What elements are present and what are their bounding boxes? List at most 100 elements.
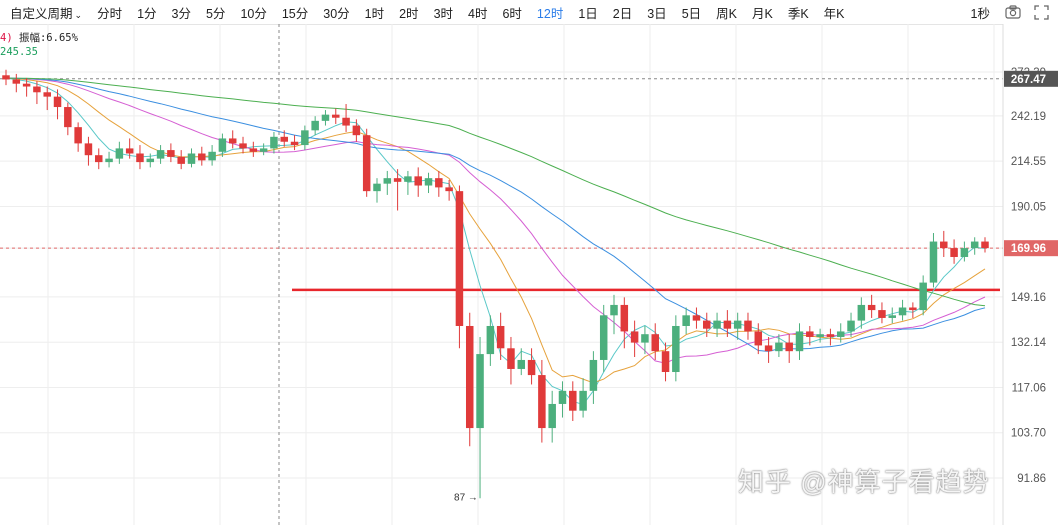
low-price-annotation: 87 → <box>454 492 478 503</box>
candle-body <box>270 136 278 149</box>
tf-12h[interactable]: 12时 <box>536 6 564 21</box>
ma-value: 245.35 <box>0 46 38 58</box>
candle-body <box>105 158 113 163</box>
candle-body <box>744 320 752 332</box>
candle-body <box>723 320 732 329</box>
candle-body <box>960 248 969 257</box>
tf-1h[interactable]: 1时 <box>364 6 385 21</box>
y-tick-label: 242.19 <box>1011 111 1046 123</box>
tf-week[interactable]: 周K <box>716 6 737 21</box>
candle-body <box>404 176 412 182</box>
candle-body <box>393 178 402 182</box>
price-badge <box>1004 70 1058 87</box>
candle-body <box>373 183 381 192</box>
candle-body <box>280 136 288 142</box>
tf-tick[interactable]: 分时 <box>97 6 123 21</box>
candle-body <box>156 150 165 159</box>
candle-body <box>362 135 371 192</box>
tf-15m[interactable]: 15分 <box>281 6 309 21</box>
candle-body <box>682 315 690 326</box>
candle-body <box>208 151 216 161</box>
ma-line-20 <box>5 77 986 364</box>
tf-30m[interactable]: 30分 <box>323 6 350 21</box>
candle-body <box>187 153 196 164</box>
candle-body <box>836 331 845 337</box>
candle-body <box>857 304 866 321</box>
candle-body <box>486 325 495 355</box>
tf-2d[interactable]: 2日 <box>612 6 633 21</box>
candle-body <box>198 153 206 161</box>
candlestick-chart[interactable]: 272.39242.19214.55190.05169.96149.16132.… <box>0 24 1058 525</box>
candle-body <box>919 282 927 311</box>
candle-body <box>259 148 268 152</box>
candle-body <box>332 114 340 118</box>
candle-body <box>795 331 804 352</box>
tf-month[interactable]: 月K <box>751 6 773 21</box>
ma-line-5 <box>5 77 986 406</box>
candle-body <box>33 86 41 93</box>
camera-icon[interactable] <box>1002 1 1024 23</box>
candle-body <box>950 248 958 257</box>
tf-4h[interactable]: 4时 <box>468 6 488 21</box>
watermark: 知乎 @神算子看趋势 <box>738 467 990 497</box>
candle-body <box>239 143 247 149</box>
candles <box>2 69 989 499</box>
y-axis-bg <box>1003 24 1058 525</box>
timeframe-toolbar: 自定义周期 ⌄ 分时 1分 3分 5分 10分 15分 30分 1时 2时 3时 … <box>0 0 1058 25</box>
tf-1m[interactable]: 1分 <box>137 6 157 21</box>
tf-5m[interactable]: 5分 <box>205 6 226 21</box>
price-lines <box>0 247 1003 292</box>
candle-body <box>764 345 773 352</box>
indicator-prefix: 4) <box>0 32 13 44</box>
candle-body <box>74 127 82 144</box>
tf-6h[interactable]: 6时 <box>502 6 522 21</box>
candle-body <box>630 331 639 343</box>
candle-body <box>878 310 886 318</box>
tf-3h[interactable]: 3时 <box>433 6 454 21</box>
tf-3m[interactable]: 3分 <box>171 6 191 21</box>
price-badge-label: 267.47 <box>1011 74 1046 86</box>
candle-body <box>455 191 464 326</box>
candle-body <box>496 325 505 349</box>
tf-2h[interactable]: 2时 <box>399 6 419 21</box>
candle-body <box>228 138 237 144</box>
candle-body <box>517 359 526 369</box>
candle-body <box>826 334 835 337</box>
candle-body <box>940 241 948 249</box>
tf-10m[interactable]: 10分 <box>240 6 267 21</box>
ma-line-60 <box>5 77 986 307</box>
candle-body <box>929 241 938 283</box>
candle-body <box>12 79 21 84</box>
fullscreen-icon[interactable] <box>1030 1 1052 23</box>
candle-body <box>692 315 701 321</box>
candle-body <box>167 150 175 157</box>
candle-body <box>352 125 361 136</box>
tf-3d[interactable]: 3日 <box>647 6 667 21</box>
candle-body <box>867 304 876 311</box>
refresh-interval[interactable]: 1秒 <box>970 6 990 21</box>
tf-custom-period[interactable]: 自定义周期 ⌄ <box>10 6 83 21</box>
price-badges: 267.47 169.96 <box>1004 70 1058 257</box>
candle-body <box>651 334 659 352</box>
y-tick-label: 103.70 <box>1011 428 1046 440</box>
candle-body <box>290 141 299 146</box>
tf-1d[interactable]: 1日 <box>578 6 598 21</box>
chart-grid <box>0 24 1003 525</box>
candle-body <box>94 155 103 163</box>
candle-body <box>414 176 422 186</box>
amplitude-label: 振幅:6.65% <box>18 32 78 44</box>
candle-body <box>548 403 556 429</box>
candle-body <box>806 331 814 337</box>
tf-quarter[interactable]: 季K <box>787 6 809 21</box>
candle-body <box>177 156 185 164</box>
candle-body <box>125 148 134 154</box>
candle-body <box>733 320 742 329</box>
candle-body <box>424 178 433 186</box>
candle-body <box>136 153 144 163</box>
tf-year[interactable]: 年K <box>823 6 845 21</box>
price-badge-label: 169.96 <box>1011 243 1046 255</box>
candle-body <box>981 241 989 249</box>
candle-body <box>84 143 93 156</box>
tf-5d[interactable]: 5日 <box>681 6 702 21</box>
candle-body <box>620 304 629 332</box>
